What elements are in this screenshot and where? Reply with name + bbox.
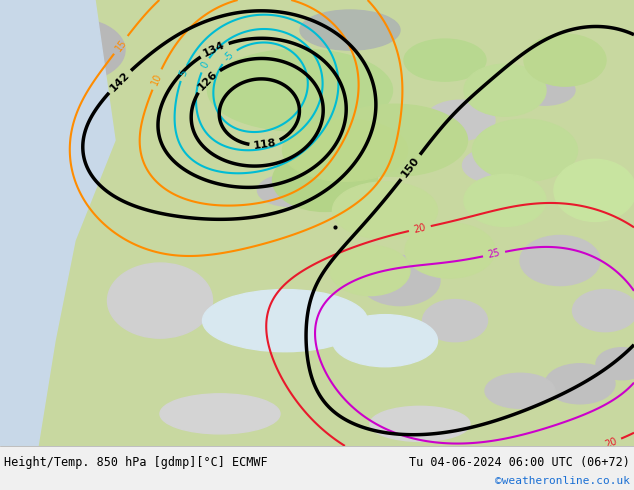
Ellipse shape	[573, 290, 634, 332]
Ellipse shape	[207, 49, 392, 131]
Text: 134: 134	[202, 40, 227, 59]
Text: 20: 20	[603, 436, 618, 449]
Ellipse shape	[464, 64, 546, 116]
Text: 142: 142	[108, 70, 132, 93]
Ellipse shape	[332, 182, 437, 239]
Ellipse shape	[370, 406, 470, 441]
Ellipse shape	[273, 149, 377, 211]
Ellipse shape	[160, 394, 280, 434]
Ellipse shape	[545, 364, 615, 404]
Ellipse shape	[425, 100, 495, 140]
Text: 126: 126	[196, 69, 219, 92]
Ellipse shape	[596, 348, 634, 380]
Ellipse shape	[472, 119, 578, 181]
Text: ©weatheronline.co.uk: ©weatheronline.co.uk	[495, 476, 630, 486]
Ellipse shape	[330, 245, 410, 295]
Ellipse shape	[257, 174, 323, 206]
Text: 118: 118	[253, 138, 277, 151]
Text: Height/Temp. 850 hPa [gdmp][°C] ECMWF: Height/Temp. 850 hPa [gdmp][°C] ECMWF	[4, 456, 268, 469]
Ellipse shape	[554, 159, 634, 221]
Ellipse shape	[202, 290, 368, 352]
Text: Tu 04-06-2024 06:00 UTC (06+72): Tu 04-06-2024 06:00 UTC (06+72)	[409, 456, 630, 469]
Text: 15: 15	[113, 37, 129, 53]
Ellipse shape	[524, 34, 606, 86]
Ellipse shape	[422, 299, 488, 342]
Ellipse shape	[515, 75, 575, 105]
Text: 10: 10	[150, 72, 164, 87]
Ellipse shape	[485, 373, 555, 408]
Ellipse shape	[360, 255, 440, 306]
Text: 25: 25	[487, 248, 501, 260]
Ellipse shape	[323, 104, 467, 176]
Text: -5: -5	[222, 49, 236, 64]
Ellipse shape	[405, 223, 495, 278]
Text: 5: 5	[178, 69, 190, 78]
Text: 0: 0	[199, 60, 211, 70]
Ellipse shape	[283, 119, 408, 181]
Ellipse shape	[108, 263, 212, 338]
Text: 150: 150	[399, 155, 422, 179]
Ellipse shape	[404, 39, 486, 81]
Ellipse shape	[15, 18, 125, 83]
Ellipse shape	[0, 65, 70, 115]
Polygon shape	[0, 0, 115, 446]
Ellipse shape	[520, 236, 600, 286]
Ellipse shape	[462, 148, 527, 183]
Ellipse shape	[464, 174, 546, 226]
Ellipse shape	[332, 315, 437, 367]
Text: 20: 20	[413, 222, 427, 235]
Ellipse shape	[300, 10, 400, 50]
